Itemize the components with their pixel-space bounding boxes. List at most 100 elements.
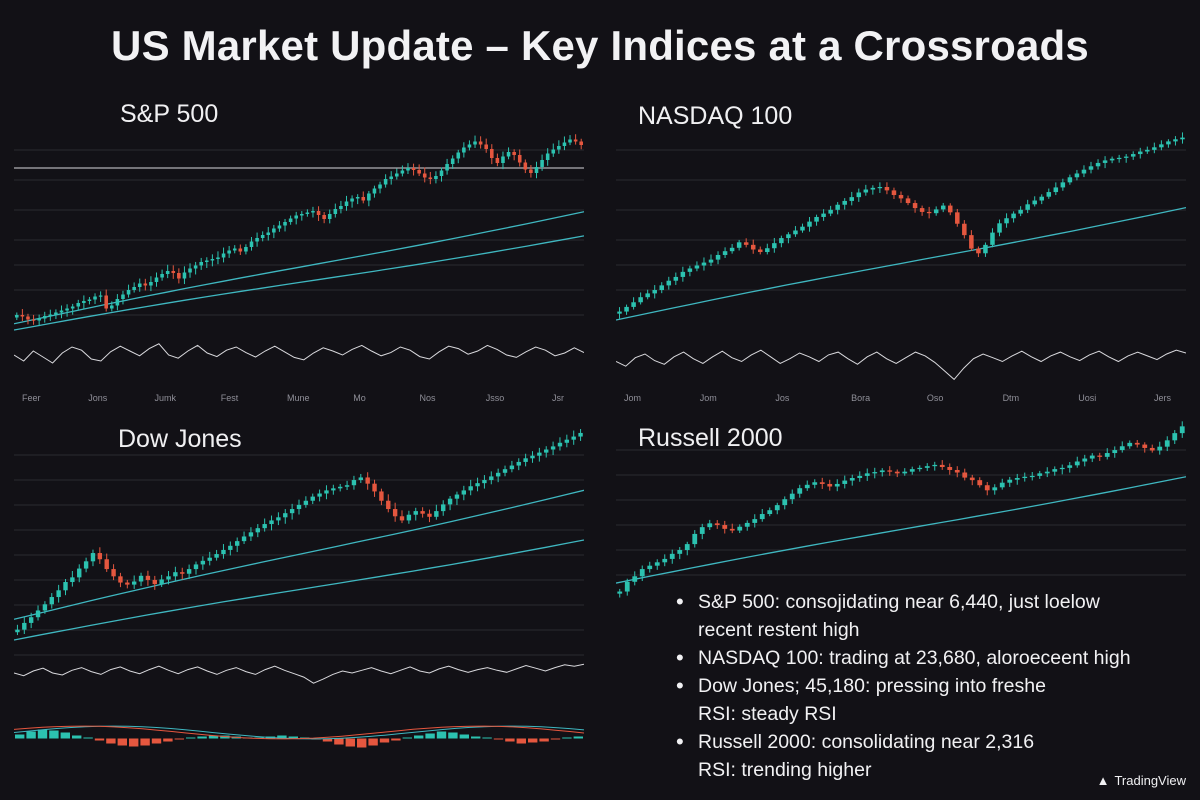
nasdaq100-candle	[1116, 157, 1122, 160]
sp500-x-tick-label: Jumk	[154, 393, 177, 403]
russell2000-chart	[616, 421, 1186, 598]
dow-jones-candle	[475, 483, 480, 487]
nasdaq100-candle	[884, 187, 890, 191]
sp500-candle	[54, 312, 58, 315]
nasdaq100-candle	[891, 190, 897, 196]
dow-jones-macd-histogram-bar	[334, 738, 344, 745]
dow-jones-macd-histogram-bar	[277, 735, 287, 739]
nasdaq100-candle	[1018, 209, 1023, 214]
nasdaq100-candle	[1053, 187, 1059, 193]
nasdaq100-candle	[722, 251, 728, 255]
russell2000-candle	[1179, 426, 1185, 434]
sp500-chart-title: S&P 500	[120, 100, 219, 128]
sp500-candle	[333, 209, 338, 214]
sp500-candle	[450, 158, 455, 164]
dow-jones-candle	[523, 458, 528, 462]
russell2000-moving-average-short	[616, 476, 1186, 584]
sp500-candle	[523, 162, 528, 170]
sp500-candle	[210, 259, 215, 261]
sp500-candle	[456, 152, 461, 159]
brand-watermark: ▲ TradingView	[1097, 773, 1186, 788]
dow-jones-macd-histogram-bar	[345, 738, 355, 747]
sp500-candle	[177, 273, 181, 279]
russell2000-candle	[962, 472, 968, 478]
sp500-candle	[249, 241, 254, 247]
nasdaq100-candle	[821, 213, 826, 217]
dow-jones-candle	[434, 511, 439, 517]
russell2000-candle	[984, 485, 990, 491]
sp500-candle	[132, 287, 136, 290]
nasdaq100-candle	[1081, 169, 1087, 174]
nasdaq100-x-tick-label: Jom	[624, 393, 642, 403]
dow-jones-candle	[530, 455, 535, 459]
nasdaq100-candle	[1145, 149, 1150, 152]
dow-jones-candle	[83, 561, 89, 569]
sp500-candle	[238, 248, 243, 252]
russell2000-candle	[804, 484, 810, 489]
russell2000-candle	[639, 569, 645, 577]
sp500-candle	[439, 170, 444, 176]
dow-jones-moving-average-long	[14, 539, 584, 641]
dow-jones-candle	[386, 500, 391, 510]
dow-jones-candle	[550, 446, 556, 450]
russell2000-candle	[662, 558, 668, 563]
dow-jones-macd-histogram-bar	[550, 738, 561, 740]
sp500-candle	[65, 308, 69, 311]
dow-jones-candle	[351, 480, 357, 486]
dow-jones-macd-histogram-bar	[83, 737, 93, 739]
russell2000-candle	[864, 473, 870, 476]
nasdaq100-candle	[772, 243, 777, 249]
russell2000-candle	[1074, 461, 1080, 466]
dow-jones-candle	[228, 545, 233, 550]
russell2000-candle	[1089, 455, 1095, 459]
sp500-candle	[473, 141, 477, 145]
dow-jones-candle	[22, 622, 27, 630]
sp500-rsi-line	[14, 343, 584, 364]
russell2000-candle	[992, 487, 998, 491]
dow-jones-macd-histogram-bar	[562, 737, 572, 739]
nasdaq100-candle	[765, 248, 770, 253]
nasdaq100-candle	[807, 221, 812, 227]
russell2000-candle	[1097, 455, 1103, 457]
sp500-candle	[188, 268, 192, 273]
nasdaq100-candle	[729, 247, 735, 252]
nasdaq100-candle	[926, 211, 932, 214]
dow-jones-candle	[317, 493, 322, 497]
dow-jones-candle	[276, 517, 281, 521]
dow-jones-candle	[63, 582, 68, 591]
dow-jones-candle	[338, 486, 343, 489]
sp500-candle	[506, 152, 511, 157]
note-russell2000-line1: Russell 2000: consolidating near 2,316	[698, 731, 1035, 753]
sp500-candle	[110, 305, 114, 309]
sp500-candle	[389, 176, 393, 179]
sp500-candle	[422, 173, 427, 178]
sp500-candle	[557, 146, 561, 150]
dow-jones-macd-histogram-bar	[391, 738, 401, 741]
russell2000-candle	[1082, 458, 1088, 462]
dow-jones-macd-histogram-bar	[26, 731, 36, 739]
nasdaq100-candle	[990, 232, 995, 245]
nasdaq100-candle	[969, 235, 974, 249]
sp500-candle	[434, 176, 438, 179]
nasdaq100-candle	[617, 311, 622, 314]
sp500-candle	[512, 152, 516, 155]
dow-jones-candle	[331, 488, 336, 491]
sp500-candle	[501, 156, 505, 163]
nasdaq100-candle	[877, 187, 883, 189]
dow-jones-candle	[15, 629, 20, 633]
russell2000-candle	[759, 514, 765, 520]
nasdaq100-candle	[905, 198, 911, 204]
dow-jones-candle	[447, 498, 453, 505]
sp500-candle	[316, 211, 321, 215]
nasdaq100-candle	[814, 216, 819, 222]
dow-jones-candle	[145, 575, 151, 580]
brand-name: TradingView	[1114, 773, 1186, 788]
sp500-candle	[171, 271, 176, 273]
dow-jones-candle	[97, 553, 103, 560]
dow-jones-candle	[392, 509, 398, 517]
note-dow-jones-line1: Dow Jones; 45,180: pressing into freshe	[698, 675, 1046, 697]
dow-jones-macd-histogram-bar	[516, 738, 526, 744]
sp500-x-tick-label: Nos	[419, 393, 436, 403]
dow-jones-macd-histogram-bar	[140, 738, 150, 746]
dow-jones-macd-histogram-bar	[322, 738, 333, 742]
